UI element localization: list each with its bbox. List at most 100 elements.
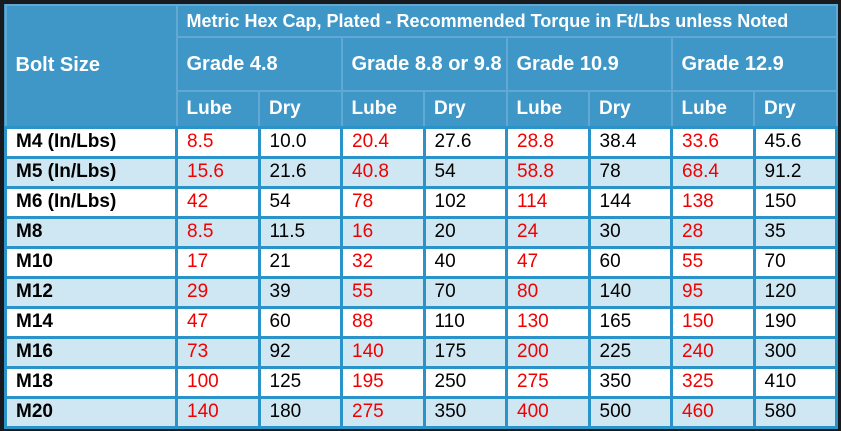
- dry-value-cell: 580: [752, 395, 838, 429]
- lube-value-cell: 114: [505, 185, 591, 219]
- grade-8-8-header: Grade 8.8 or 9.8: [340, 36, 508, 92]
- dry-value-cell: 144: [587, 185, 673, 219]
- bolt-size-cell: M12: [4, 275, 178, 309]
- dry-value-cell: 140: [587, 275, 673, 309]
- dry-value-cell: 39: [257, 275, 343, 309]
- bolt-size-cell: M20: [4, 395, 178, 429]
- dry-value-cell: 21: [257, 245, 343, 279]
- lube-value-cell: 32: [340, 245, 426, 279]
- dry-value-cell: 125: [257, 365, 343, 399]
- lube-value-cell: 8.5: [175, 125, 261, 159]
- lube-value-cell: 78: [340, 185, 426, 219]
- dry-value-cell: 410: [752, 365, 838, 399]
- lube-value-cell: 325: [670, 365, 756, 399]
- dry-value-cell: 91.2: [752, 155, 838, 189]
- lube-value-cell: 195: [340, 365, 426, 399]
- lube-value-cell: 68.4: [670, 155, 756, 189]
- dry-value-cell: 165: [587, 305, 673, 339]
- dry-value-cell: 500: [587, 395, 673, 429]
- dry-value-cell: 60: [587, 245, 673, 279]
- dry-value-cell: 40: [422, 245, 508, 279]
- dry-value-cell: 102: [422, 185, 508, 219]
- dry-header: Dry: [423, 90, 508, 128]
- bolt-size-cell: M16: [4, 335, 178, 369]
- lube-header: Lube: [670, 90, 755, 128]
- lube-value-cell: 8.5: [175, 215, 261, 249]
- lube-value-cell: 20.4: [340, 125, 426, 159]
- lube-value-cell: 42: [175, 185, 261, 219]
- dry-value-cell: 11.5: [257, 215, 343, 249]
- lube-value-cell: 400: [505, 395, 591, 429]
- bolt-size-cell: M8: [4, 215, 178, 249]
- lube-value-cell: 240: [670, 335, 756, 369]
- lube-value-cell: 80: [505, 275, 591, 309]
- bolt-size-cell: M18: [4, 365, 178, 399]
- dry-value-cell: 180: [257, 395, 343, 429]
- lube-value-cell: 28: [670, 215, 756, 249]
- bolt-size-cell: M6 (In/Lbs): [4, 185, 178, 219]
- dry-value-cell: 92: [257, 335, 343, 369]
- lube-value-cell: 275: [505, 365, 591, 399]
- lube-value-cell: 29: [175, 275, 261, 309]
- lube-value-cell: 275: [340, 395, 426, 429]
- dry-value-cell: 190: [752, 305, 838, 339]
- table-title: Metric Hex Cap, Plated - Recommended Tor…: [175, 4, 838, 38]
- lube-value-cell: 17: [175, 245, 261, 279]
- table-row: M10 17 21 32 40 47 60 55 70: [4, 245, 838, 279]
- lube-value-cell: 15.6: [175, 155, 261, 189]
- lube-value-cell: 33.6: [670, 125, 756, 159]
- table-row: M5 (In/Lbs) 15.6 21.6 40.8 54 58.8 78 68.4 91.2: [4, 155, 838, 189]
- grade-header-row: Grade 4.8 Grade 8.8 or 9.8 Grade 10.9 Gr…: [6, 36, 838, 92]
- bolt-size-cell: M5 (In/Lbs): [4, 155, 178, 189]
- table-row: M20 140 180 275 350 400 500 460 580: [4, 395, 838, 429]
- table-row: M6 (In/Lbs) 42 54 78 102 114 144 138 150: [4, 185, 838, 219]
- dry-header: Dry: [753, 90, 838, 128]
- dry-value-cell: 60: [257, 305, 343, 339]
- dry-value-cell: 27.6: [422, 125, 508, 159]
- dry-header: Dry: [258, 90, 343, 128]
- lube-value-cell: 100: [175, 365, 261, 399]
- bolt-size-cell: M4 (In/Lbs): [4, 125, 178, 159]
- dry-value-cell: 54: [257, 185, 343, 219]
- dry-value-cell: 45.6: [752, 125, 838, 159]
- table-row: M12 29 39 55 70 80 140 95 120: [4, 275, 838, 309]
- table-header: Bolt Size Metric Hex Cap, Plated - Recom…: [4, 4, 838, 128]
- lube-value-cell: 24: [505, 215, 591, 249]
- table-row: M16 73 92 140 175 200 225 240 300: [4, 335, 838, 369]
- dry-value-cell: 350: [422, 395, 508, 429]
- lube-value-cell: 150: [670, 305, 756, 339]
- title-row: Bolt Size Metric Hex Cap, Plated - Recom…: [4, 4, 838, 128]
- table-row: M4 (In/Lbs) 8.5 10.0 20.4 27.6 28.8 38.4 33.6 45…: [4, 125, 838, 159]
- lube-value-cell: 28.8: [505, 125, 591, 159]
- lube-value-cell: 200: [505, 335, 591, 369]
- dry-header: Dry: [588, 90, 673, 128]
- bolt-size-cell: M14: [4, 305, 178, 339]
- grade-12-9-header: Grade 12.9: [670, 36, 838, 92]
- bolt-size-header: Bolt Size: [4, 4, 178, 128]
- dry-value-cell: 300: [752, 335, 838, 369]
- lube-value-cell: 73: [175, 335, 261, 369]
- dry-value-cell: 35: [752, 215, 838, 249]
- lube-value-cell: 138: [670, 185, 756, 219]
- lube-value-cell: 88: [340, 305, 426, 339]
- dry-value-cell: 350: [587, 365, 673, 399]
- dry-value-cell: 175: [422, 335, 508, 369]
- dry-value-cell: 70: [422, 275, 508, 309]
- dry-value-cell: 54: [422, 155, 508, 189]
- lube-value-cell: 16: [340, 215, 426, 249]
- grade-10-9-header: Grade 10.9: [505, 36, 673, 92]
- table-row: M8 8.5 11.5 16 20 24 30 28 35: [4, 215, 838, 249]
- lube-value-cell: 130: [505, 305, 591, 339]
- lube-value-cell: 47: [175, 305, 261, 339]
- grade-4-8-header: Grade 4.8: [175, 36, 343, 92]
- dry-value-cell: 21.6: [257, 155, 343, 189]
- lube-value-cell: 58.8: [505, 155, 591, 189]
- lube-header: Lube: [340, 90, 425, 128]
- dry-value-cell: 78: [587, 155, 673, 189]
- torque-table: Bolt Size Metric Hex Cap, Plated - Recom…: [4, 4, 838, 429]
- lube-value-cell: 47: [505, 245, 591, 279]
- lube-value-cell: 95: [670, 275, 756, 309]
- bolt-size-cell: M10: [4, 245, 178, 279]
- table-body: M4 (In/Lbs) 8.5 10.0 20.4 27.6 28.8 38.4 33.6 45…: [4, 125, 838, 429]
